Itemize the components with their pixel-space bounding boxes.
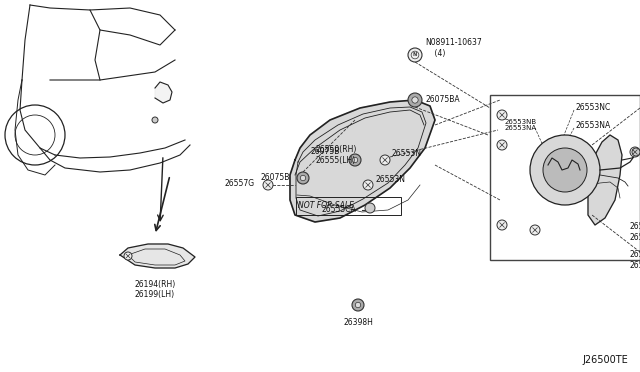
Circle shape	[630, 147, 640, 157]
Circle shape	[497, 220, 507, 230]
Circle shape	[497, 110, 507, 120]
Circle shape	[412, 97, 418, 103]
Polygon shape	[290, 100, 435, 222]
Circle shape	[300, 175, 306, 181]
Circle shape	[352, 157, 358, 163]
Polygon shape	[155, 82, 172, 103]
Text: 26550(RH)
26555(LH): 26550(RH) 26555(LH)	[315, 145, 356, 165]
Text: 26075B: 26075B	[260, 173, 290, 183]
Circle shape	[380, 155, 390, 165]
Circle shape	[365, 203, 375, 213]
Text: NOT FOR SALE: NOT FOR SALE	[298, 202, 354, 211]
Circle shape	[363, 180, 373, 190]
Polygon shape	[588, 135, 622, 225]
Polygon shape	[120, 244, 195, 268]
Circle shape	[355, 302, 361, 308]
Text: 26194(RH)
26199(LH): 26194(RH) 26199(LH)	[134, 280, 175, 299]
Circle shape	[124, 252, 132, 260]
Text: 26553NA: 26553NA	[575, 121, 611, 129]
Circle shape	[349, 154, 361, 166]
Circle shape	[152, 117, 158, 123]
Circle shape	[497, 140, 507, 150]
Text: 26553NB
26553NA: 26553NB 26553NA	[505, 119, 537, 131]
Text: N: N	[413, 52, 417, 58]
Text: N08911-10637
    (4): N08911-10637 (4)	[425, 38, 482, 58]
Text: 26550+A(RH)
26555+A(LH): 26550+A(RH) 26555+A(LH)	[630, 222, 640, 242]
Text: 26075B: 26075B	[310, 148, 340, 157]
Circle shape	[632, 148, 640, 156]
Text: 26398H: 26398H	[343, 318, 373, 327]
Bar	[296, 197, 401, 215]
Text: 26075BA: 26075BA	[425, 96, 460, 105]
Text: 26553NC: 26553NC	[575, 103, 611, 112]
Text: 26553N: 26553N	[392, 150, 422, 158]
Text: 26553N: 26553N	[375, 176, 405, 185]
Circle shape	[530, 225, 540, 235]
Circle shape	[530, 135, 600, 205]
Text: 26552(RH)
26557(LH): 26552(RH) 26557(LH)	[630, 250, 640, 270]
Circle shape	[408, 93, 422, 107]
Text: 26555CA: 26555CA	[321, 205, 356, 215]
Bar	[490, 95, 640, 260]
Circle shape	[352, 299, 364, 311]
Circle shape	[543, 148, 587, 192]
Circle shape	[408, 48, 422, 62]
Circle shape	[263, 180, 273, 190]
Text: J26500TE: J26500TE	[582, 355, 628, 365]
Circle shape	[297, 172, 309, 184]
Text: 26557G: 26557G	[225, 179, 255, 187]
